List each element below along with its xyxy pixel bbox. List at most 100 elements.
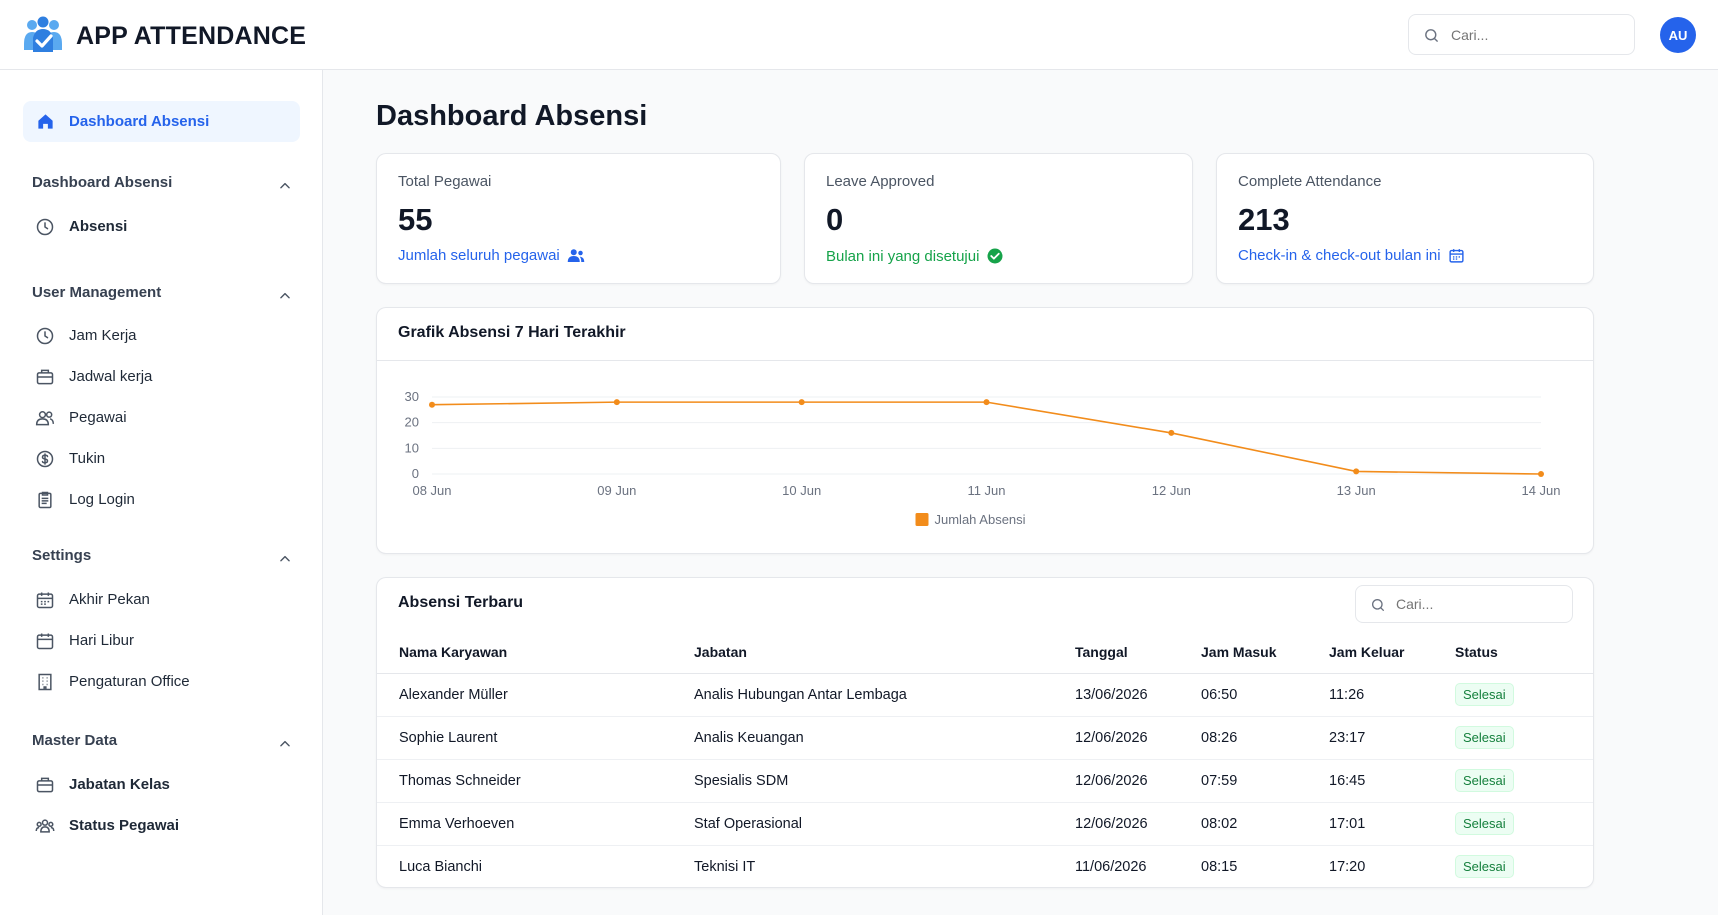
- date-cell: 12/06/2026: [1075, 759, 1201, 803]
- status-badge: Selesai: [1455, 812, 1514, 835]
- y-tick-label: 30: [405, 389, 419, 404]
- users-icon: [567, 248, 585, 262]
- employee-name-cell: Sophie Laurent: [399, 716, 694, 760]
- position-cell: Teknisi IT: [694, 858, 756, 875]
- table-row[interactable]: Alexander Müller Analis Hubungan Antar L…: [377, 673, 1593, 717]
- x-tick-label: 14 Jun: [1521, 483, 1560, 498]
- date-cell: 13/06/2026: [1075, 673, 1201, 717]
- employee-name-cell: Alexander Müller: [399, 673, 694, 717]
- clock-icon: [36, 327, 54, 345]
- table-row[interactable]: Thomas Schneider Spesialis SDM 12/06/202…: [377, 759, 1593, 803]
- users-group-icon: [35, 819, 55, 833]
- header-search-input[interactable]: [1451, 15, 1631, 54]
- position-cell: Analis Keuangan: [694, 716, 1075, 760]
- column-header[interactable]: Nama Karyawan: [399, 631, 694, 674]
- stat-value: 213: [1238, 202, 1290, 237]
- table-row[interactable]: Emma Verhoeven Staf Operasional 12/06/20…: [377, 802, 1593, 846]
- table-row[interactable]: Luca Bianchi Teknisi IT 11/06/2026 08:15…: [377, 845, 1593, 888]
- sidebar-item-jadwal-kerja[interactable]: Jadwal kerja: [35, 365, 295, 389]
- legend-swatch: [915, 513, 929, 526]
- recent-attendance-card: Absensi Terbaru Nama Karyawan Jabatan Ta…: [376, 577, 1594, 888]
- chevron-up-icon: [280, 740, 290, 747]
- calendar-icon: [1449, 249, 1464, 263]
- column-header[interactable]: Jam Keluar: [1329, 631, 1455, 674]
- stat-label: Total Pegawai: [398, 173, 492, 190]
- data-point: [613, 399, 620, 406]
- sidebar-item-jam-kerja[interactable]: Jam Kerja: [35, 324, 295, 348]
- home-icon: [38, 114, 53, 129]
- status-badge: Selesai: [1455, 769, 1514, 792]
- check-out-cell: 17:01: [1329, 802, 1455, 846]
- x-tick-label: 10 Jun: [782, 483, 821, 498]
- status-badge: Selesai: [1455, 855, 1514, 879]
- header-search-box[interactable]: [1408, 14, 1635, 55]
- table-search-input[interactable]: [1396, 586, 1566, 622]
- column-header[interactable]: Status: [1455, 631, 1593, 674]
- x-tick-label: 13 Jun: [1337, 483, 1376, 498]
- sidebar-group-settings[interactable]: Settings: [32, 547, 292, 569]
- clipboard-icon: [38, 491, 52, 509]
- check-in-cell: 08:26: [1201, 716, 1329, 760]
- employee-name-cell: Thomas Schneider: [399, 759, 694, 803]
- status-badge: Selesai: [1455, 683, 1514, 706]
- x-tick-label: 08 Jun: [412, 483, 451, 498]
- sidebar-item-status-pegawai[interactable]: Status Pegawai: [35, 814, 295, 838]
- users-icon: [35, 411, 55, 426]
- user-avatar[interactable]: AU: [1660, 17, 1696, 53]
- date-cell: 11/06/2026: [1075, 858, 1147, 875]
- x-tick-label: 12 Jun: [1152, 483, 1191, 498]
- position-cell: Analis Hubungan Antar Lembaga: [694, 673, 1075, 717]
- check-out-cell: 17:20: [1329, 858, 1366, 875]
- employee-name-cell: Emma Verhoeven: [399, 802, 694, 846]
- check-out-cell: 16:45: [1329, 759, 1455, 803]
- sidebar-group-dashboard-absensi[interactable]: Dashboard Absensi: [32, 174, 292, 196]
- stat-note: Jumlah seluruh pegawai: [398, 247, 585, 264]
- briefcase-icon: [36, 777, 54, 793]
- chevron-up-icon: [280, 292, 290, 299]
- sidebar-item-dashboard-absensi[interactable]: Dashboard Absensi: [23, 101, 300, 142]
- sidebar-group-master-data[interactable]: Master Data: [32, 732, 292, 754]
- position-cell: Spesialis SDM: [694, 759, 1075, 803]
- sidebar-item-tukin[interactable]: Tukin: [35, 447, 295, 471]
- column-header[interactable]: Tanggal: [1075, 631, 1201, 674]
- clock-icon: [36, 218, 54, 236]
- table-search-box[interactable]: [1355, 585, 1573, 623]
- column-header[interactable]: Jabatan: [694, 631, 1075, 674]
- sidebar-item-absensi[interactable]: Absensi: [35, 215, 295, 239]
- check-in-cell: 06:50: [1201, 673, 1329, 717]
- data-point: [983, 399, 990, 406]
- attendance-line-chart: 0 10 20 30 08 Jun 09 Jun 10 Jun 11 Jun 12 Jun 13 …: [405, 389, 1561, 527]
- date-cell: 12/06/2026: [1075, 802, 1201, 846]
- data-point: [798, 399, 805, 406]
- y-tick-label: 0: [412, 466, 419, 481]
- sidebar-item-pengaturan-office[interactable]: Pengaturan Office: [35, 670, 295, 694]
- sidebar-item-hari-libur[interactable]: Hari Libur: [35, 629, 295, 653]
- stat-value: 0: [826, 202, 844, 237]
- sidebar-item-akhir-pekan[interactable]: Akhir Pekan: [35, 588, 295, 612]
- check-circle-icon: [987, 248, 1003, 264]
- column-header[interactable]: Jam Masuk: [1201, 631, 1329, 674]
- building-icon: [38, 673, 52, 691]
- attendance-table: Nama Karyawan Jabatan Tanggal Jam Masuk …: [377, 631, 1593, 888]
- table-title: Absensi Terbaru: [398, 594, 524, 611]
- briefcase-icon: [36, 369, 54, 385]
- position-cell: Staf Operasional: [694, 802, 1075, 846]
- sidebar-group-user-management[interactable]: User Management: [32, 284, 292, 306]
- sidebar-item-log-login[interactable]: Log Login: [35, 488, 295, 512]
- check-in-cell: 07:59: [1201, 759, 1329, 803]
- data-point: [1168, 429, 1175, 436]
- sidebar-item-pegawai[interactable]: Pegawai: [35, 406, 295, 430]
- table-row[interactable]: Sophie Laurent Analis Keuangan 12/06/202…: [377, 716, 1593, 760]
- stat-card-total-pegawai: Total Pegawai 55 Jumlah seluruh pegawai: [376, 153, 781, 284]
- page-title: Dashboard Absensi: [376, 100, 648, 132]
- top-header: APP ATTENDANCE AU: [0, 0, 1718, 70]
- search-icon: [1425, 29, 1438, 42]
- search-icon: [1372, 599, 1384, 611]
- sidebar-item-jabatan-kelas[interactable]: Jabatan Kelas: [35, 773, 295, 797]
- check-out-cell: 11:26: [1329, 673, 1455, 717]
- stat-note: Check-in & check-out bulan ini: [1238, 247, 1465, 264]
- status-badge: Selesai: [1455, 726, 1514, 749]
- data-point: [429, 401, 435, 408]
- check-in-cell: 08:15: [1201, 858, 1238, 875]
- y-tick-label: 20: [405, 415, 419, 430]
